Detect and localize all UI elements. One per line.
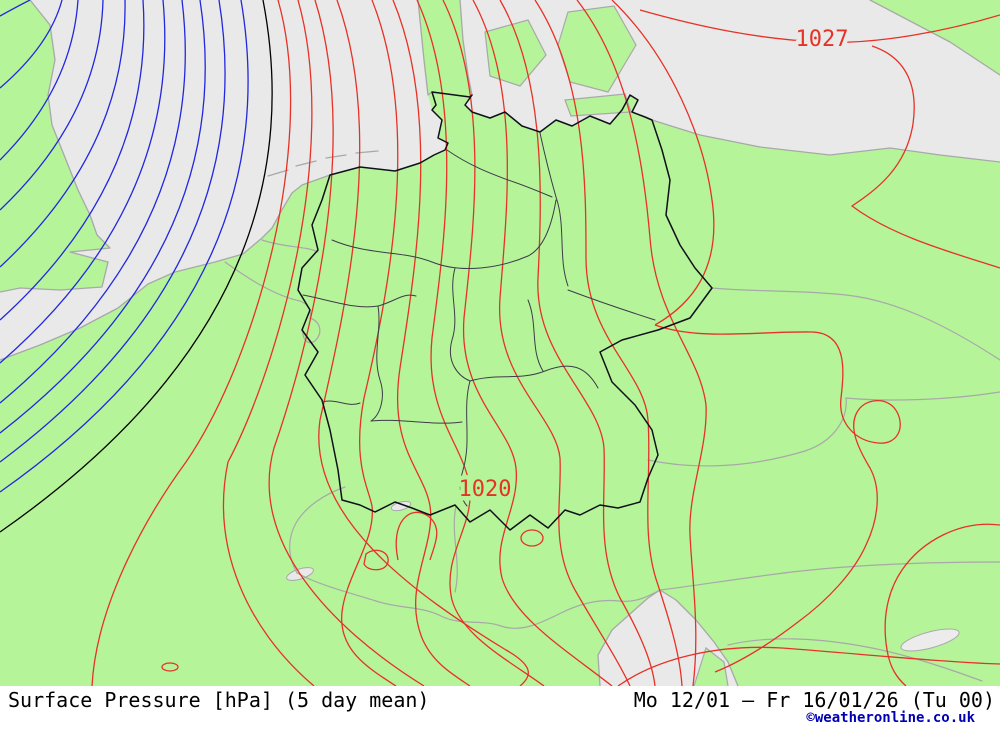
isobar-blue [0,0,104,211]
isobar-blue [0,0,79,161]
border-germany [297,91,713,531]
lake-constance [390,500,412,512]
island-fyn [484,19,547,87]
istria-peninsula [693,646,729,686]
border-cz-pl-sk [711,287,1000,361]
denmark-west-coastline [417,0,433,96]
isobar-red [341,0,399,686]
state-borders [302,132,656,507]
isobar-blue [0,0,226,463]
border-ch-it [296,572,502,627]
isobar-label-1020: 1020 [459,477,512,502]
isobar-blue [0,0,31,17]
wadden-islands [267,150,379,177]
isobar-1013 [0,0,273,533]
isobar-label-1027: 1027 [796,27,849,52]
isobar-labels: 1027 1020 [454,23,853,507]
isobar-blue [0,0,186,404]
isobar-red [268,0,425,686]
isobar-blue [0,0,166,364]
baltic-south-coastline [651,119,1000,163]
forecast-date-range: Mo 12/01 — Fr 16/01/26 (Tu 00) [633,688,995,712]
isobar-red [884,523,1000,686]
isobar-blue [0,0,126,268]
isobar-1020-line [416,0,545,686]
isobar-blue [0,0,249,493]
isobar-red-closed [161,662,179,672]
isobars-high-pressure [91,0,1000,686]
denmark-east-coastline [459,0,473,96]
border-si-hr [727,638,983,682]
coastlines [0,0,1000,686]
footer-line: Surface Pressure [hPa] (5 day mean) Mo 1… [0,688,1000,712]
isobar-1027-line [639,9,1000,44]
island-lolland [564,93,632,117]
pressure-map: 1027 1020 [0,0,1000,686]
isobar-red-closed [363,549,389,571]
isobar-red [617,646,1000,686]
isobar-blue [0,0,145,321]
pressure-map-svg: 1027 1020 [0,0,1000,686]
north-sea [0,0,448,360]
isobar-blue [0,0,63,89]
lake-balaton [900,628,960,652]
isobar-red [222,0,315,686]
border-sk-hu [845,391,1000,401]
isobar-red [534,0,683,686]
isobar-red [91,0,292,686]
isobar-red [392,0,471,686]
isobar-red-wiggle [395,511,438,561]
border-at-it [500,589,661,629]
isobar-red [576,0,707,686]
channel-coastline [0,174,331,361]
isobar-red [442,0,613,686]
isobar-red-wavy-east [654,324,901,673]
uk-coastline [0,0,111,293]
footer-bar: Surface Pressure [hPa] (5 day mean) Mo 1… [0,686,1000,733]
isobar-red [611,0,715,326]
copyright-link[interactable]: ©weatheronline.co.uk [806,710,975,726]
isobar-red-closed [520,529,544,547]
border-luxembourg [302,317,321,344]
isobar-red [472,0,631,686]
map-title: Surface Pressure [hPa] (5 day mean) [8,688,430,712]
border-cz-at [647,397,847,467]
border-at-si-hu [659,561,1000,591]
sweden-coastline [869,0,1000,76]
isobars-low-pressure [0,0,249,493]
isobar-blue [0,0,206,434]
isobar-red [850,45,1000,269]
border-be-nl [261,239,319,253]
isobar-red [499,0,656,686]
germany-borders [297,91,713,531]
adriatic-west-coastline [597,589,661,686]
isobar-red [318,0,529,686]
